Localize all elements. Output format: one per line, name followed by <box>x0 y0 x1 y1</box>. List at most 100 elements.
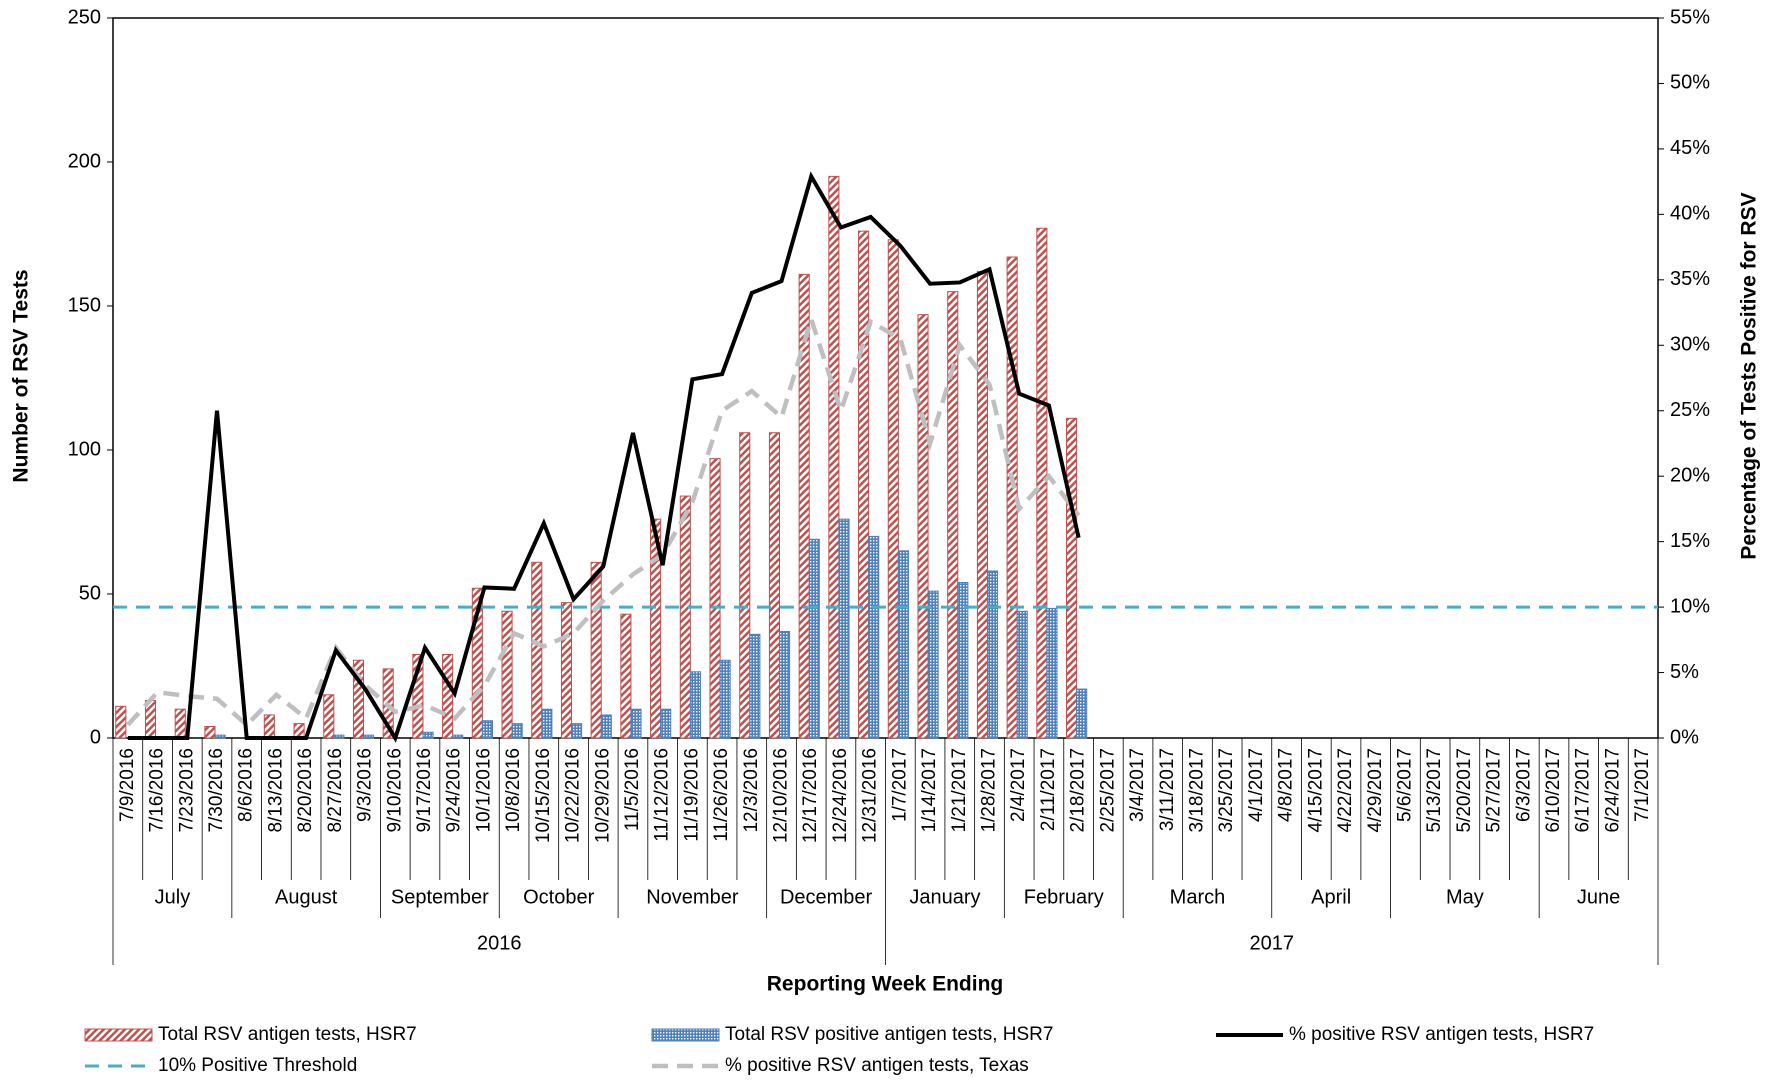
bar <box>660 708 672 739</box>
bar <box>749 633 761 739</box>
y2-tick-label: 40% <box>1670 203 1710 225</box>
bar <box>650 518 662 739</box>
y-tick-label: 250 <box>68 6 101 28</box>
bar <box>768 432 781 739</box>
bar <box>600 714 612 739</box>
x-tick-label: 6/10/2017 <box>1543 748 1564 833</box>
bar <box>828 175 840 739</box>
bar <box>352 659 365 739</box>
x-tick-label: 2/11/2017 <box>1038 748 1059 831</box>
bar <box>719 659 731 739</box>
bar <box>957 581 969 739</box>
months-label: February <box>1024 886 1104 908</box>
bar <box>947 291 959 739</box>
y2-tick-label: 25% <box>1670 399 1710 421</box>
bar <box>779 630 791 739</box>
bar <box>1036 227 1048 739</box>
y-tick-label: 150 <box>68 294 101 316</box>
months-label: March <box>1170 886 1226 908</box>
y2-tick-label: 55% <box>1670 6 1710 28</box>
x-tick-label: 4/8/2017 <box>1276 748 1297 822</box>
x-tick-label: 11/26/2016 <box>711 748 732 842</box>
legend-swatch <box>84 1028 153 1042</box>
x-tick-label: 5/27/2017 <box>1484 748 1505 833</box>
months-label: October <box>523 886 594 908</box>
x-tick-label: 11/5/2016 <box>622 748 643 831</box>
months-label: May <box>1446 886 1484 908</box>
x-tick-label: 12/10/2016 <box>771 748 792 843</box>
bar <box>442 653 454 739</box>
x-tick-label: 2/18/2017 <box>1068 748 1089 833</box>
y-tick-label: 0 <box>90 726 101 748</box>
y-axis-title: Number of RSV Tests <box>10 269 33 482</box>
x-tick-label: 7/9/2016 <box>117 748 138 822</box>
x-tick-label: 10/1/2016 <box>473 748 494 833</box>
years-label: 2016 <box>477 932 522 954</box>
bar <box>204 725 216 739</box>
bar <box>1046 607 1058 739</box>
bar <box>739 432 751 739</box>
years-label: 2017 <box>1250 932 1295 954</box>
x-tick-label: 1/28/2017 <box>979 748 1000 833</box>
y2-tick-label: 20% <box>1670 464 1710 486</box>
bar <box>858 230 870 739</box>
x-tick-label: 3/25/2017 <box>1216 748 1237 833</box>
y-tick-label: 50 <box>79 582 101 604</box>
bar <box>679 495 691 739</box>
x-tick-label: 10/15/2016 <box>533 748 554 843</box>
x-tick-label: 8/6/2016 <box>236 748 257 822</box>
bar <box>620 613 632 739</box>
x-tick-label: 4/15/2017 <box>1305 748 1326 833</box>
y2-axis-title: Percentage of Tests Positive for RSV <box>1738 192 1761 559</box>
x-tick-label: 4/29/2017 <box>1365 748 1386 833</box>
bar <box>689 671 701 739</box>
bar <box>808 538 820 739</box>
x-tick-label: 9/3/2016 <box>355 748 376 822</box>
x-tick-label: 12/24/2016 <box>830 748 851 843</box>
months-label: August <box>275 886 338 908</box>
bar <box>868 535 880 739</box>
legend-label: 10% Positive Threshold <box>158 1055 357 1076</box>
x-tick-label: 7/1/2017 <box>1632 748 1653 822</box>
x-tick-label: 1/14/2017 <box>919 748 940 833</box>
bar <box>174 708 186 739</box>
bar <box>115 705 127 739</box>
x-tick-label: 2/4/2017 <box>1008 748 1029 822</box>
x-tick-label: 11/19/2016 <box>681 748 702 842</box>
bar <box>986 570 999 739</box>
x-tick-label: 1/7/2017 <box>889 748 910 822</box>
months-label: July <box>155 886 191 908</box>
bar <box>531 561 543 739</box>
legend-swatch <box>651 1028 720 1042</box>
plot-frame <box>112 17 1659 739</box>
bar <box>501 610 513 739</box>
months-label: September <box>391 886 489 908</box>
y2-tick-label: 0% <box>1670 726 1699 748</box>
x-tick-label: 2/25/2017 <box>1097 748 1118 833</box>
x-tick-label: 7/30/2016 <box>206 748 227 833</box>
bar <box>838 518 850 739</box>
x-tick-label: 10/22/2016 <box>563 748 584 843</box>
y2-tick-label: 45% <box>1670 137 1710 159</box>
months-label: December <box>780 886 873 908</box>
months-label: November <box>646 886 739 908</box>
bar <box>214 734 226 739</box>
bar <box>590 561 602 739</box>
bar <box>976 270 988 739</box>
x-tick-label: 5/6/2017 <box>1394 748 1415 822</box>
bar <box>709 458 721 739</box>
y2-tick-label: 30% <box>1670 334 1710 356</box>
months-label: April <box>1311 886 1351 908</box>
x-axis-title: Reporting Week Ending <box>767 973 1003 996</box>
y-tick-label: 200 <box>68 150 101 172</box>
line-series <box>126 311 1081 729</box>
bar <box>323 694 335 739</box>
bar <box>1076 688 1088 739</box>
bar <box>560 602 573 739</box>
x-tick-label: 8/20/2016 <box>295 748 316 833</box>
bar <box>263 714 275 739</box>
legend-label: % positive RSV antigen tests, HSR7 <box>1289 1024 1594 1045</box>
x-tick-label: 3/4/2017 <box>1127 748 1148 822</box>
bar <box>798 273 810 739</box>
